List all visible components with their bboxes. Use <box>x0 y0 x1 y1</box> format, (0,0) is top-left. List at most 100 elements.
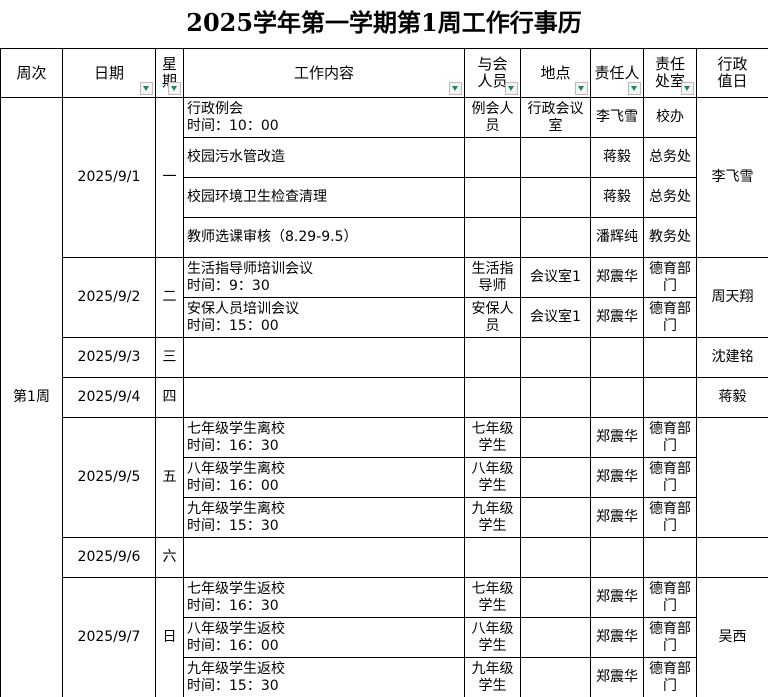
work-content-cell: 校园污水管改造 <box>183 137 465 178</box>
location-cell <box>520 137 591 178</box>
table-row: 第1周 2025/9/1 一行政例会 时间：10：00 例会人员 行政会议室 李飞雪 校办 李飞… <box>0 97 768 697</box>
location-cell <box>520 497 591 538</box>
location-cell <box>520 217 591 258</box>
attendees-cell <box>464 177 521 218</box>
work-title: 教师选课审核（8.29-9.5） <box>187 229 358 245</box>
dept-cell: 德育部门 <box>643 297 697 338</box>
attendees-cell: 七年级学生 <box>464 417 521 458</box>
header-label: 周次 <box>16 63 47 82</box>
work-title: 行政例会 <box>187 100 243 117</box>
work-time: 时间：16：30 <box>187 597 279 614</box>
attendees-cell: 安保人员 <box>464 297 521 338</box>
header-label: 工作内容 <box>293 63 354 82</box>
filter-dropdown-icon[interactable] <box>681 82 694 95</box>
weekday-cell: 五 <box>155 417 184 538</box>
work-time: 时间：15：30 <box>187 677 279 694</box>
dept-cell: 总务处 <box>643 137 697 178</box>
work-time: 时间：10：00 <box>187 117 279 134</box>
work-title: 九年级学生返校 <box>187 660 285 677</box>
date-cell: 2025/9/4 <box>62 377 156 418</box>
table-row: 2025/9/2 二生活指导师培训会议 时间：9：30 生活指导师 会议室1 郑震华 德育部… <box>1 257 768 338</box>
filter-dropdown-icon[interactable] <box>168 82 181 95</box>
attendees-cell <box>464 217 521 258</box>
table-row: 校园污水管改造 蒋毅 总务处 <box>1 137 768 178</box>
dept-cell: 德育部门 <box>643 577 697 618</box>
header-dept: 责任处室 <box>643 48 697 98</box>
date-cell: 2025/9/6 <box>62 537 156 578</box>
table-row: 八年级学生返校 时间：16：00 八年级学生 郑震华 德育部门 <box>1 617 768 658</box>
attendees-cell <box>464 337 521 378</box>
filter-dropdown-icon[interactable] <box>505 82 518 95</box>
filter-dropdown-icon[interactable] <box>628 82 641 95</box>
header-row: 周次 日期 星期 工作内容 与会人员 地点 责任人 责任处室 行政值日 <box>0 48 768 98</box>
table-row: 教师选课审核（8.29-9.5） 潘辉纯 教务处 <box>1 217 768 258</box>
duty-cell: 周天翔 <box>696 257 768 338</box>
location-cell <box>520 417 591 458</box>
work-title: 生活指导师培训会议 <box>187 260 313 277</box>
location-cell: 会议室1 <box>520 257 591 298</box>
location-cell: 会议室1 <box>520 297 591 338</box>
date-cell: 2025/9/5 <box>62 417 156 538</box>
header-label: 责任处室 <box>655 55 686 90</box>
attendees-cell: 九年级学生 <box>464 657 521 697</box>
work-content-cell: 九年级学生离校 时间：15：30 <box>183 497 465 538</box>
work-content-cell: 教师选课审核（8.29-9.5） <box>183 217 465 258</box>
week-cell: 第1周 <box>0 97 63 697</box>
work-content-cell <box>183 537 465 578</box>
owner-cell <box>590 537 644 578</box>
page-title: 2025学年第一学期第1周工作行事历 <box>186 8 582 37</box>
weekday-cell: 日 <box>155 577 184 697</box>
work-content-cell: 校园环境卫生检查清理 <box>183 177 465 218</box>
table-row: 九年级学生返校 时间：15：30 九年级学生 郑震华 德育部门 <box>1 657 768 697</box>
attendees-cell <box>464 137 521 178</box>
dept-cell <box>643 377 697 418</box>
attendees-cell: 七年级学生 <box>464 577 521 618</box>
header-owner: 责任人 <box>590 48 644 98</box>
dept-cell: 德育部门 <box>643 657 697 697</box>
dept-cell: 教务处 <box>643 217 697 258</box>
duty-cell: 沈建铭 <box>696 337 768 378</box>
filter-dropdown-icon[interactable] <box>575 82 588 95</box>
work-time: 时间：15：00 <box>187 317 279 334</box>
duty-cell <box>696 537 768 578</box>
dept-cell: 德育部门 <box>643 257 697 298</box>
work-content-cell: 生活指导师培训会议 时间：9：30 <box>183 257 465 298</box>
location-cell <box>520 577 591 618</box>
header-attendees: 与会人员 <box>464 48 521 98</box>
owner-cell <box>590 377 644 418</box>
owner-cell: 郑震华 <box>590 457 644 498</box>
duty-cell: 蒋毅 <box>696 377 768 418</box>
owner-cell: 郑震华 <box>590 497 644 538</box>
filter-dropdown-icon[interactable] <box>140 82 153 95</box>
table-row: 九年级学生离校 时间：15：30 九年级学生 郑震华 德育部门 <box>1 497 768 538</box>
work-content-cell: 七年级学生离校 时间：16：30 <box>183 417 465 458</box>
work-title: 七年级学生返校 <box>187 580 285 597</box>
date-cell: 2025/9/7 <box>62 577 156 697</box>
work-title: 校园环境卫生检查清理 <box>187 189 327 205</box>
work-content-cell: 行政例会 时间：10：00 <box>183 97 465 138</box>
work-content-cell <box>183 337 465 378</box>
owner-cell <box>590 337 644 378</box>
filter-dropdown-icon[interactable] <box>449 82 462 95</box>
location-cell <box>520 377 591 418</box>
work-time: 时间：9：30 <box>187 277 270 294</box>
work-time: 时间：16：00 <box>187 477 279 494</box>
dept-cell: 德育部门 <box>643 457 697 498</box>
dept-cell: 校办 <box>643 97 697 138</box>
header-label: 与会人员 <box>477 55 508 90</box>
table-row: 2025/9/3 三 沈建铭 <box>1 337 768 378</box>
location-cell <box>520 177 591 218</box>
location-cell <box>520 537 591 578</box>
owner-cell: 郑震华 <box>590 297 644 338</box>
weekday-cell: 三 <box>155 337 184 378</box>
weekday-cell: 四 <box>155 377 184 418</box>
owner-cell: 李飞雪 <box>590 97 644 138</box>
weekday-cell: 六 <box>155 537 184 578</box>
table-row: 2025/9/4 四 蒋毅 <box>1 377 768 418</box>
header-location: 地点 <box>520 48 591 98</box>
dept-cell: 总务处 <box>643 177 697 218</box>
work-content-cell: 八年级学生离校 时间：16：00 <box>183 457 465 498</box>
location-cell <box>520 617 591 658</box>
location-cell <box>520 457 591 498</box>
dept-cell <box>643 537 697 578</box>
